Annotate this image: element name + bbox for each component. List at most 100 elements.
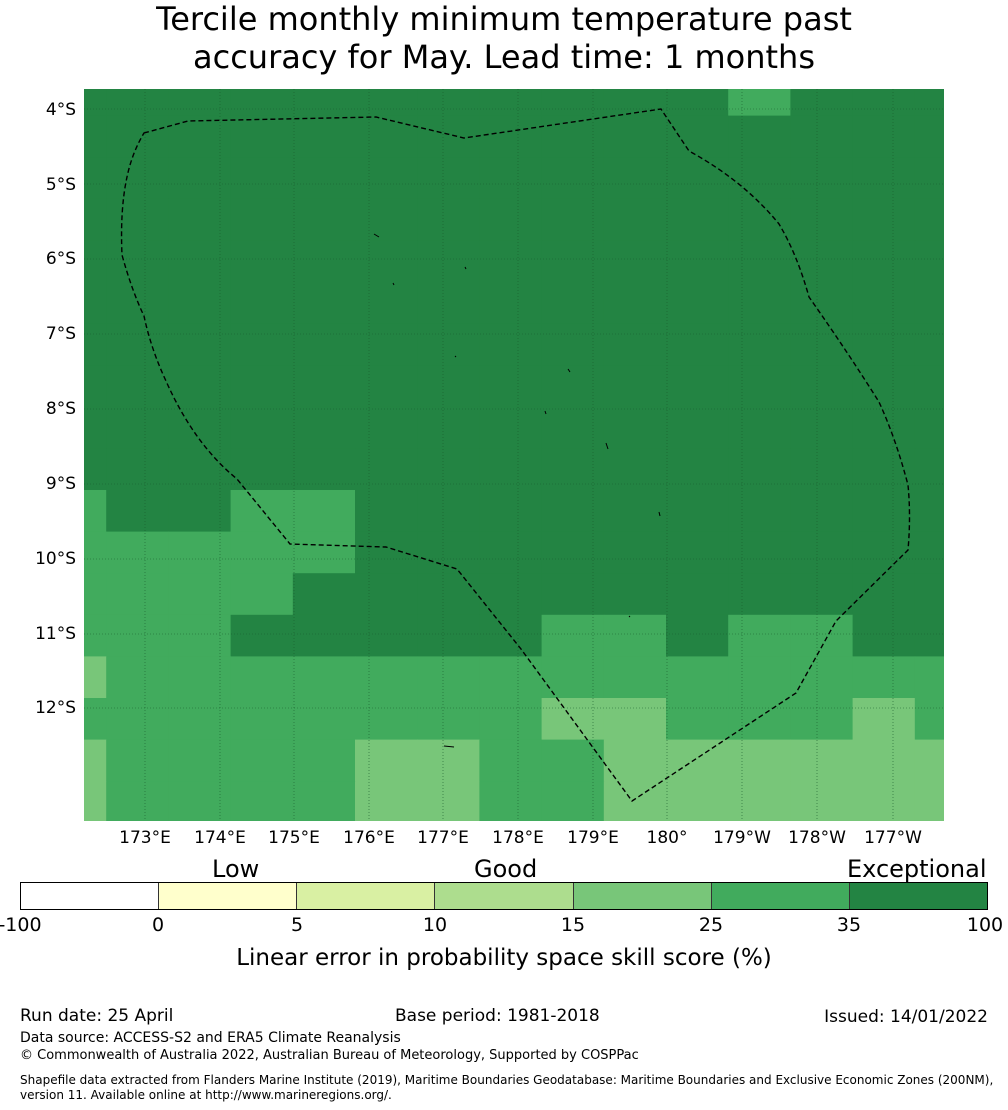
grid-cell xyxy=(479,531,543,574)
colorbar-tick: 35 xyxy=(836,914,862,936)
grid-cell xyxy=(84,365,107,408)
grid-cell xyxy=(168,448,232,491)
grid-cell xyxy=(355,573,418,616)
base-period: Base period: 1981-2018 xyxy=(395,1006,600,1026)
grid-cell xyxy=(355,490,418,533)
lat-label-6s: 6°S xyxy=(45,249,76,269)
grid-cell xyxy=(914,240,944,283)
data-source: Data source: ACCESS-S2 and ERA5 Climate … xyxy=(20,1030,401,1046)
grid-cell xyxy=(417,614,480,657)
grid-cell xyxy=(914,198,944,241)
grid-cell xyxy=(106,323,169,366)
grid-cell xyxy=(790,490,854,533)
grid-cell xyxy=(728,240,791,283)
grid-cell xyxy=(666,115,729,158)
grid-cell xyxy=(666,573,729,616)
colorbar xyxy=(20,882,988,910)
grid-cell xyxy=(603,781,667,821)
grid-cell xyxy=(852,365,916,408)
grid-cell xyxy=(230,157,294,200)
grid-cell xyxy=(541,365,605,408)
grid-cell xyxy=(355,115,418,158)
grid-cell xyxy=(914,573,944,616)
grid-cell xyxy=(417,448,480,491)
grid-cell xyxy=(230,448,294,491)
grid-cell xyxy=(603,89,667,117)
colorbar-tick: 5 xyxy=(290,914,304,936)
grid-cell xyxy=(168,739,232,782)
grid-cell xyxy=(84,448,107,491)
grid-cell xyxy=(479,323,543,366)
grid-cell xyxy=(479,448,543,491)
grid-cell xyxy=(914,365,944,408)
grid-cell xyxy=(666,198,729,241)
grid-cell xyxy=(355,157,418,200)
grid-cell xyxy=(852,448,916,491)
grid-cell xyxy=(541,240,605,283)
grid-cell xyxy=(728,198,791,241)
grid-cell xyxy=(852,573,916,616)
grid-cell xyxy=(541,157,605,200)
grid-cell xyxy=(417,573,480,616)
colorbar-tick: 10 xyxy=(422,914,448,936)
grid-cell xyxy=(84,656,107,699)
grid-cell xyxy=(417,698,480,741)
grid-cell xyxy=(852,781,916,821)
grid-cell xyxy=(84,614,107,657)
grid-cell xyxy=(292,365,356,408)
grid-cell xyxy=(790,406,854,449)
grid-cell xyxy=(479,115,543,158)
grid-cell xyxy=(479,282,543,325)
grid-cell xyxy=(666,739,729,782)
grid-cell xyxy=(84,115,107,158)
grid-cell xyxy=(417,531,480,574)
grid-cell xyxy=(292,323,356,366)
grid-cell xyxy=(479,157,543,200)
lon-label-173e: 173°E xyxy=(119,828,171,848)
grid-cell xyxy=(230,406,294,449)
grid-cell xyxy=(914,698,944,741)
grid-cell xyxy=(168,365,232,408)
grid-cell xyxy=(666,656,729,699)
grid-cell xyxy=(417,406,480,449)
grid-cell xyxy=(230,365,294,408)
grid-cell xyxy=(790,614,854,657)
grid-cell xyxy=(479,198,543,241)
grid-cell xyxy=(417,89,480,117)
grid-cell xyxy=(728,448,791,491)
grid-cell xyxy=(84,739,107,782)
grid-cell xyxy=(355,282,418,325)
grid-cell xyxy=(292,89,356,117)
grid-cell xyxy=(106,157,169,200)
grid-cell xyxy=(230,490,294,533)
grid-cell xyxy=(603,157,667,200)
grid-cell xyxy=(292,656,356,699)
grid-cell xyxy=(106,739,169,782)
lat-label-11s: 11°S xyxy=(35,624,76,644)
colorbar-tick: 100 xyxy=(966,914,1004,936)
grid-cell xyxy=(728,614,791,657)
island xyxy=(658,511,661,517)
grid-cell xyxy=(355,365,418,408)
grid-cell xyxy=(728,573,791,616)
grid-cell xyxy=(790,89,854,117)
grid-cell xyxy=(603,282,667,325)
lon-label-178w: 178°W xyxy=(788,828,846,848)
grid-cell xyxy=(230,656,294,699)
grid-cell xyxy=(84,323,107,366)
grid-cell xyxy=(603,614,667,657)
grid-cell xyxy=(292,406,356,449)
grid-cell xyxy=(790,365,854,408)
grid-cell xyxy=(417,198,480,241)
grid-cell xyxy=(106,573,169,616)
grid-cell xyxy=(914,656,944,699)
issued-date: Issued: 14/01/2022 xyxy=(824,1007,988,1027)
grid-cell xyxy=(914,406,944,449)
grid-cell xyxy=(728,157,791,200)
grid-cell xyxy=(84,573,107,616)
grid-cell xyxy=(230,573,294,616)
grid-cell xyxy=(355,531,418,574)
grid-cell xyxy=(603,573,667,616)
grid-cell xyxy=(479,490,543,533)
grid-cell xyxy=(541,89,605,117)
